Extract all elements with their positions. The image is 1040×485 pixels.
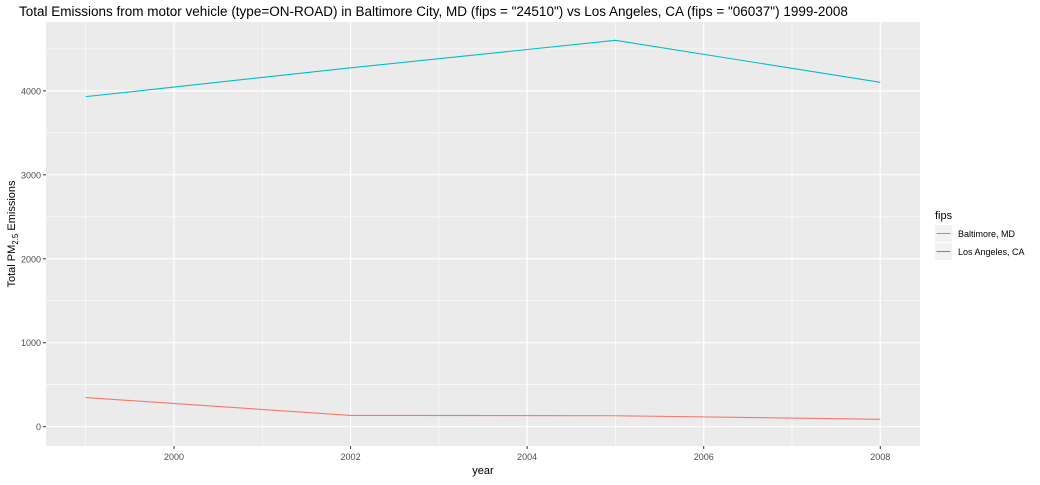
plot-background [46, 22, 920, 446]
series-line-0 [85, 397, 881, 420]
y-tick-label: 2000 [21, 254, 41, 264]
x-tick-label: 2004 [517, 452, 537, 462]
series-lines [85, 39, 881, 420]
x-tick-label: 2002 [341, 452, 361, 462]
series-line-1 [85, 39, 881, 98]
y-axis-title-prefix: Total PM [6, 245, 18, 288]
y-tick-label: 1000 [21, 338, 41, 348]
x-axis-title: year [472, 465, 494, 477]
legend-items: Baltimore, MD Los Angeles, CA [935, 225, 1025, 260]
major-gridlines [46, 22, 920, 446]
x-tick-label: 2006 [694, 452, 714, 462]
y-tick-label: 0 [36, 422, 41, 432]
legend: fips Baltimore, MD Los Angeles, CA [935, 210, 1025, 260]
x-axis: 2000 2002 2004 2006 2008 [164, 446, 890, 462]
legend-label: Baltimore, MD [958, 229, 1016, 239]
legend-label: Los Angeles, CA [958, 247, 1025, 257]
y-axis-title-subscript: 2.5 [11, 233, 20, 245]
legend-title: fips [935, 210, 953, 222]
y-axis: 0 1000 2000 3000 4000 [21, 86, 46, 432]
y-tick-label: 4000 [21, 86, 41, 96]
x-tick-label: 2008 [870, 452, 890, 462]
y-axis-title-suffix: Emissions [6, 180, 18, 234]
minor-gridlines [46, 22, 920, 446]
chart-title: Total Emissions from motor vehicle (type… [19, 4, 848, 19]
x-tick-label: 2000 [164, 452, 184, 462]
y-axis-title: Total PM2.5 Emissions [6, 180, 20, 288]
y-tick-label: 3000 [21, 170, 41, 180]
